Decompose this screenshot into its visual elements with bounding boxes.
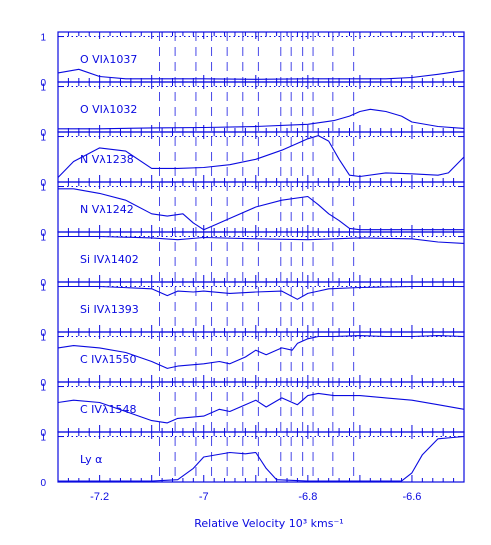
panel-frame <box>57 431 465 483</box>
x-tick-label: -6.6 <box>402 491 421 503</box>
spectrum-line <box>57 335 465 369</box>
panel-1: 0 1 O VIλ1037 <box>40 31 465 89</box>
panel-3: 01N Vλ1238 <box>40 131 465 189</box>
panel-label: Ly α <box>80 453 102 466</box>
spectrum-line <box>58 235 465 244</box>
x-tick-label: -7.2 <box>90 491 109 503</box>
y-tick-label: 1 <box>40 333 46 344</box>
spectrum-line <box>57 68 465 80</box>
spectrum-line <box>57 135 465 178</box>
y-tick-label: 0 <box>40 228 46 239</box>
y-tick-label: 0 <box>40 378 46 389</box>
y-tick-label: 0 <box>40 178 46 189</box>
panel-label: N Vλ1242 <box>80 203 134 216</box>
x-axis: -7.2 -7 -6.8 -6.6 <box>90 491 421 503</box>
y-tick-label: 0 <box>40 478 46 489</box>
panel-2: 01O VIλ1032 <box>40 81 465 139</box>
spectrum-line <box>58 188 464 231</box>
panel-label: C IVλ1548 <box>80 403 136 416</box>
y-tick-label: 1 <box>40 383 46 394</box>
marker-layer <box>159 32 355 482</box>
y-tick-label: 1 <box>40 183 46 194</box>
y-tick-label: 0 <box>40 78 46 89</box>
y-tick-label: 1 <box>40 133 46 144</box>
spectrum-line <box>58 285 464 300</box>
panel-label: Si IVλ1393 <box>80 303 139 316</box>
y-tick-label: 1 <box>40 33 46 44</box>
panel-label: Si IVλ1402 <box>80 253 139 266</box>
y-tick-label: 0 <box>40 328 46 339</box>
panel-4: 01N Vλ1242 <box>40 181 465 239</box>
y-tick-label: 0 <box>40 128 46 139</box>
spectrum-line <box>58 435 465 482</box>
x-tick-label: -6.8 <box>298 491 317 503</box>
y-tick-label: 1 <box>40 83 46 94</box>
panel-7: 01C IVλ1550 <box>40 331 465 389</box>
x-tick-label: -7 <box>199 491 209 503</box>
x-axis-label: Relative Velocity 10³ kms⁻¹ <box>194 517 343 530</box>
y-tick-label: 0 <box>40 278 46 289</box>
panel-label: C IVλ1550 <box>80 353 136 366</box>
panel-label: O VIλ1037 <box>80 53 137 66</box>
spectrum-line <box>57 392 465 424</box>
panel-label: O VIλ1032 <box>80 103 137 116</box>
y-tick-label: 0 <box>40 428 46 439</box>
panel-label: N Vλ1238 <box>80 153 134 166</box>
y-tick-label: 1 <box>40 233 46 244</box>
y-tick-label: 1 <box>40 433 46 444</box>
y-tick-label: 1 <box>40 283 46 294</box>
panel-8: 01C IVλ1548 <box>40 381 465 439</box>
spectrum-line <box>58 108 465 130</box>
